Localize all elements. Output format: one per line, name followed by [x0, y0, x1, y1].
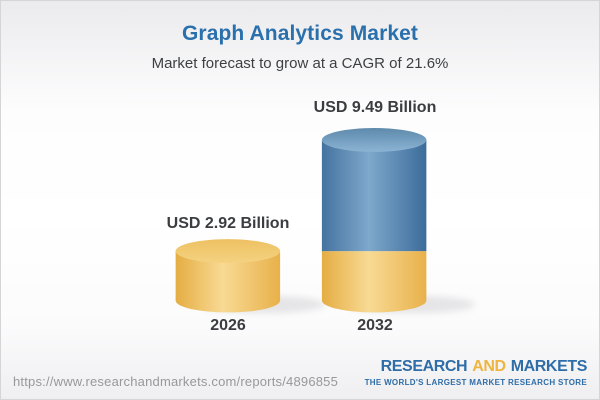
chart-header: Graph Analytics Market Market forecast t… — [1, 22, 599, 72]
bar-segment-2026-gold — [175, 251, 281, 313]
logo-word-markets: MARKETS — [510, 358, 588, 375]
logo-word-research: RESEARCH — [380, 358, 468, 375]
research-and-markets-logo: RESEARCH AND MARKETS THE WORLD'S LARGEST… — [364, 358, 588, 387]
category-label-2026: 2026 — [210, 317, 246, 334]
value-label-2026: USD 2.92 Billion — [166, 215, 290, 232]
chart-title: Graph Analytics Market — [182, 22, 418, 45]
bar-segment-2032-gold — [321, 251, 427, 313]
category-label-2032: 2032 — [357, 317, 393, 334]
bar-cap-2026 — [175, 239, 281, 264]
source-url: https://www.researchandmarkets.com/repor… — [13, 374, 339, 389]
logo-word-and: AND — [472, 358, 506, 375]
logo-wordmark: RESEARCH AND MARKETS — [365, 358, 588, 376]
logo-tagline: THE WORLD'S LARGEST MARKET RESEARCH STOR… — [364, 377, 587, 387]
bar-cap-2032 — [321, 128, 427, 152]
chart-subtitle: Market forecast to grow at a CAGR of 21.… — [151, 55, 449, 72]
bar-segment-2032-blue — [321, 139, 427, 252]
value-label-2032: USD 9.49 Billion — [313, 99, 437, 116]
